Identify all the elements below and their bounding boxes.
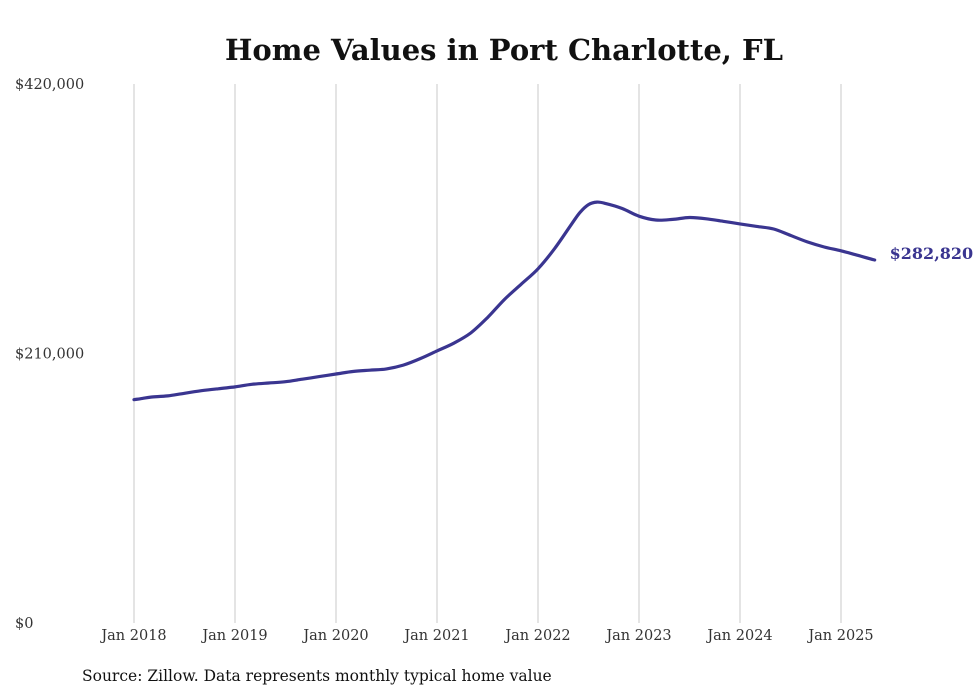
x-tick-label: Jan 2020 (301, 628, 368, 644)
y-axis-ticks: $0 $210,000 $420,000 (15, 77, 84, 632)
chart-title: Home Values in Port Charlotte, FL (225, 33, 783, 67)
x-tick-label: Jan 2022 (503, 628, 570, 644)
x-tick-label: Jan 2023 (604, 628, 671, 644)
gridlines (133, 84, 842, 623)
series-line-home-value (132, 200, 877, 402)
x-tick-label: Jan 2024 (705, 628, 772, 644)
x-axis-ticks: Jan 2018 Jan 2019 Jan 2020 Jan 2021 Jan 2022… (99, 628, 873, 644)
x-tick-label: Jan 2021 (402, 628, 469, 644)
source-note: Source: Zillow. Data represents monthly … (82, 667, 552, 685)
y-tick-label: $0 (15, 616, 33, 632)
x-tick-label: Jan 2018 (99, 628, 166, 644)
x-tick-label: Jan 2019 (200, 628, 267, 644)
end-value-label: $282,820 (890, 244, 974, 263)
x-tick-label: Jan 2025 (806, 628, 873, 644)
y-tick-label: $210,000 (15, 347, 84, 363)
y-tick-label: $420,000 (15, 77, 84, 93)
